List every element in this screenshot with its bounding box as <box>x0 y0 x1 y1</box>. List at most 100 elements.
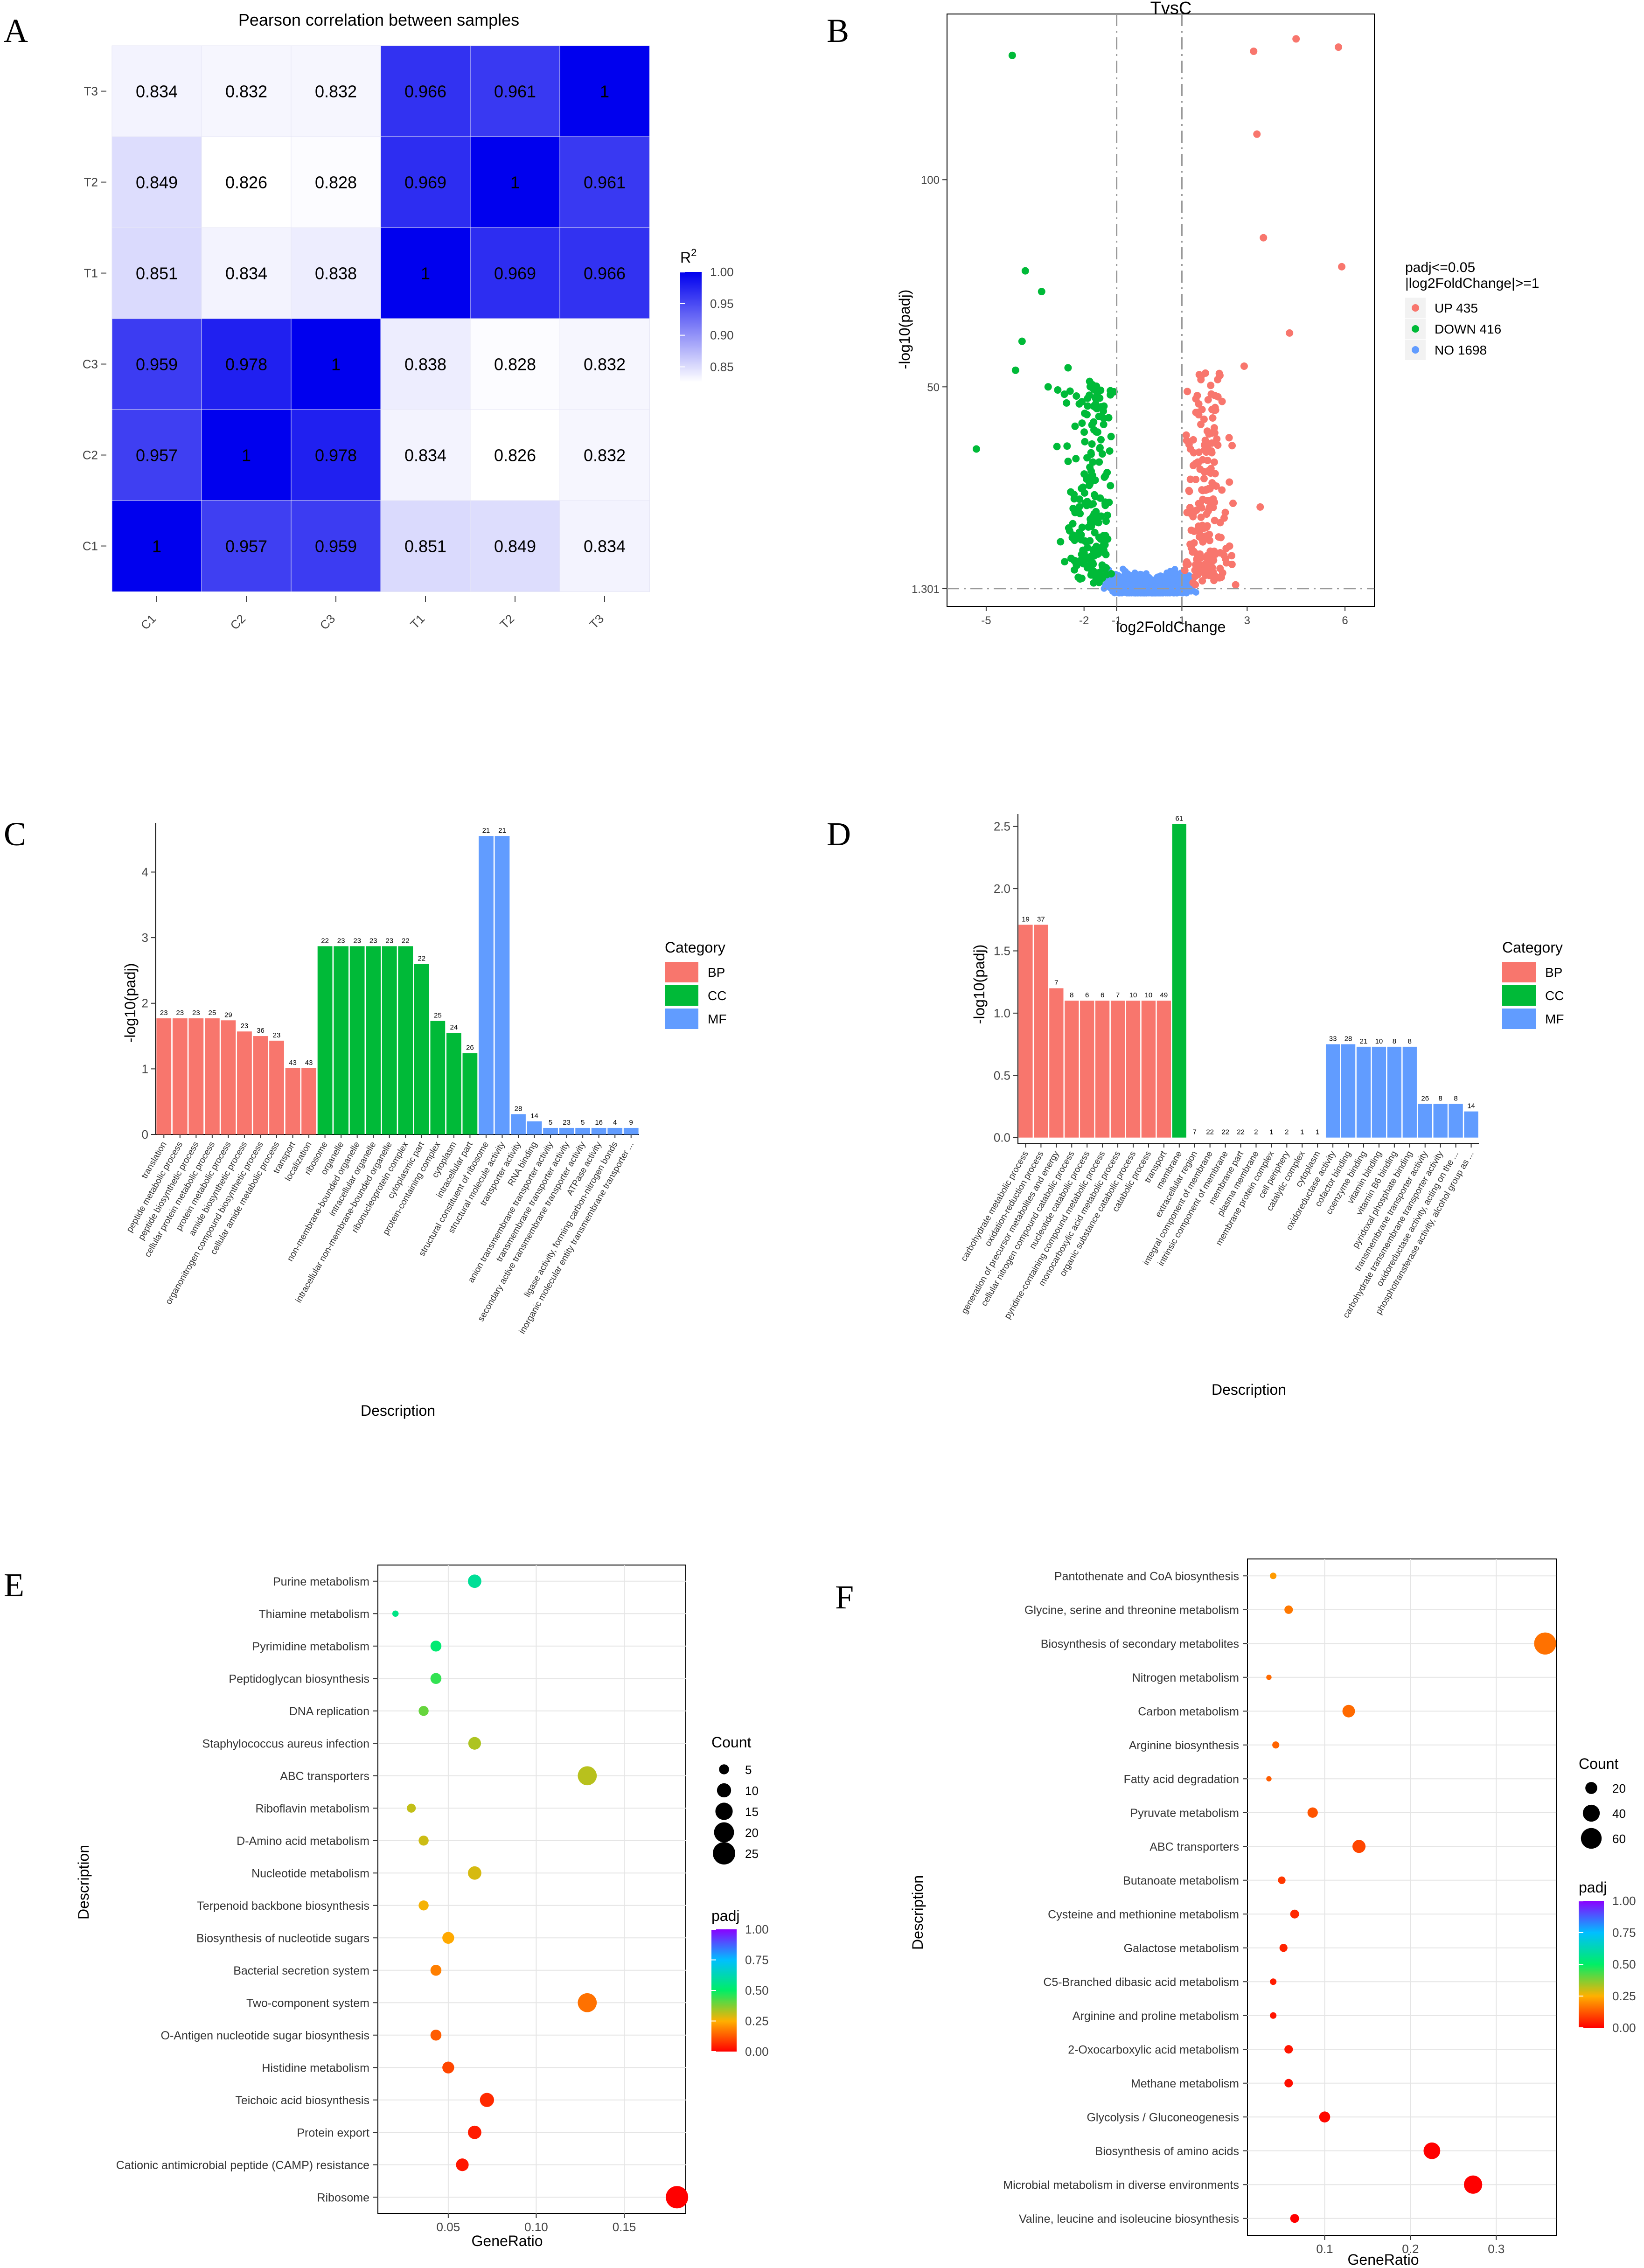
volcano-point-up <box>1198 405 1206 413</box>
volcano-point-down <box>1092 508 1100 515</box>
volcano-point-down <box>1089 560 1097 568</box>
D-bar <box>1356 1046 1371 1138</box>
volcano-point-down <box>1044 383 1052 391</box>
E-term-label: Protein export <box>297 2126 369 2139</box>
volcano-point-down <box>1060 390 1068 398</box>
C-bar-count: 21 <box>498 827 506 835</box>
volcano-point-down <box>1064 458 1072 466</box>
volcano-point-up <box>1240 362 1248 370</box>
volcano-point-up <box>1211 470 1219 478</box>
F-term-label: Pyruvate metabolism <box>1130 1807 1239 1820</box>
heatmap-cell-label: 1 <box>152 537 161 556</box>
F-dot <box>1423 2142 1441 2159</box>
heatmap-cell-C3-T3 <box>559 318 650 410</box>
volcano-point-down <box>1008 51 1016 59</box>
E-dot <box>430 1640 442 1652</box>
volcano-point-down <box>1083 543 1091 551</box>
kegg-f-padj-title: padj <box>1579 1879 1607 1896</box>
D-bar-count: 6 <box>1085 991 1089 999</box>
heatmap-cell-label: 0.969 <box>404 173 446 192</box>
heatmap-cell-label: 0.834 <box>584 537 626 556</box>
C-bar-count: 23 <box>192 1009 200 1017</box>
volcano-point-up <box>1190 449 1198 457</box>
volcano-point-down <box>1069 520 1077 528</box>
volcano-x-tick-label: -2 <box>1079 614 1089 627</box>
E-count-legend-label: 10 <box>745 1784 759 1798</box>
C-bar <box>527 1121 542 1134</box>
E-dot <box>666 2186 689 2209</box>
D-bar <box>1433 1104 1448 1138</box>
D-bar-count: 49 <box>1160 991 1168 999</box>
heatmap-cell-label: 0.826 <box>494 446 536 465</box>
heatmap-cell-T3-C2 <box>201 45 292 137</box>
volcano-point-down <box>1090 491 1098 499</box>
C-bar-count: 22 <box>402 937 410 945</box>
F-dot <box>1352 1840 1366 1853</box>
volcano-point-down <box>1090 552 1098 560</box>
E-dot <box>468 2125 481 2139</box>
E-dot <box>418 1836 429 1846</box>
F-term-label: Glycolysis / Gluconeogenesis <box>1087 2111 1239 2124</box>
C-bar-count: 24 <box>450 1023 458 1031</box>
F-term-label: Cysteine and methionine metabolism <box>1048 1908 1239 1921</box>
go-bar-d-x-label: Description <box>1212 1381 1286 1398</box>
volcano-point-down <box>1083 475 1091 483</box>
volcano-point-down <box>1103 468 1111 476</box>
volcano-point-down <box>1090 402 1098 410</box>
heatmap-cell-label: 0.849 <box>494 537 536 556</box>
heatmap-cell-label: 0.957 <box>136 446 178 465</box>
heatmap-legend-tick-label: 0.90 <box>710 328 734 342</box>
volcano-point-up <box>1195 560 1203 568</box>
volcano-point-up <box>1187 526 1195 534</box>
E-term-label: Cationic antimicrobial peptide (CAMP) re… <box>116 2159 369 2172</box>
volcano-point-down <box>1078 398 1086 406</box>
panel-f-kegg-dot: GeneRatio Description Count padj Pantoth… <box>909 1558 1636 2268</box>
C-bar <box>204 1018 220 1134</box>
volcano-legend-title-2: |log2FoldChange|>=1 <box>1405 276 1539 291</box>
F-padj-tick-label: 0.25 <box>1612 1989 1636 2003</box>
volcano-point-up <box>1198 577 1206 585</box>
heatmap-cell-label: 0.959 <box>136 355 178 374</box>
go-bar-c-x-label: Description <box>361 1402 435 1419</box>
volcano-point-up <box>1192 475 1200 483</box>
heatmap-cell-C3-C2 <box>201 318 292 410</box>
heatmap-col-label: T2 <box>497 612 517 632</box>
E-dot <box>480 2093 495 2107</box>
volcano-point-down <box>1067 488 1075 496</box>
D-bar-count: 6 <box>1101 991 1104 999</box>
D-bar-count: 2 <box>1254 1128 1258 1136</box>
heatmap-cell-label: 0.966 <box>404 82 446 101</box>
volcano-point-ns <box>1175 586 1182 593</box>
legend-title-r: R <box>680 249 691 266</box>
heatmap-cell-T2-C1 <box>111 136 202 228</box>
E-count-legend-dot <box>717 1783 731 1798</box>
E-dot <box>430 1673 442 1684</box>
E-dot <box>578 1766 597 1786</box>
volcano-point-down <box>1097 436 1105 444</box>
D-bar-count: 22 <box>1221 1128 1229 1136</box>
C-bar-count: 5 <box>549 1119 552 1127</box>
D-bar-count: 2 <box>1285 1128 1289 1136</box>
D-bar-count: 19 <box>1022 915 1030 923</box>
C-y-tick-label: 2 <box>142 996 148 1010</box>
heatmap-cell-label: 0.834 <box>404 446 446 465</box>
C-bar-count: 23 <box>160 1009 168 1017</box>
D-bar <box>1095 1001 1110 1138</box>
volcano-point-up <box>1195 400 1203 408</box>
C-bar <box>559 1127 574 1134</box>
heatmap-cell-label: 0.826 <box>225 173 267 192</box>
heatmap-cell-C1-T1 <box>380 500 471 592</box>
heatmap-cell-label: 1 <box>421 264 430 283</box>
kegg-e-padj-title: padj <box>711 1907 740 1924</box>
volcano-point-down <box>1107 432 1115 440</box>
volcano-point-down <box>1078 574 1086 582</box>
F-dot <box>1290 2214 1299 2223</box>
volcano-legend-dot <box>1412 325 1419 333</box>
C-bar <box>495 836 510 1134</box>
heatmap-col-label: C3 <box>317 612 338 633</box>
F-x-tick-label: 0.1 <box>1316 2242 1333 2256</box>
volcano-point-up <box>1221 508 1229 516</box>
volcano-point-down <box>1092 395 1100 403</box>
heatmap-cell-label: 0.832 <box>225 82 267 101</box>
E-term-label: Histidine metabolism <box>262 2061 369 2074</box>
